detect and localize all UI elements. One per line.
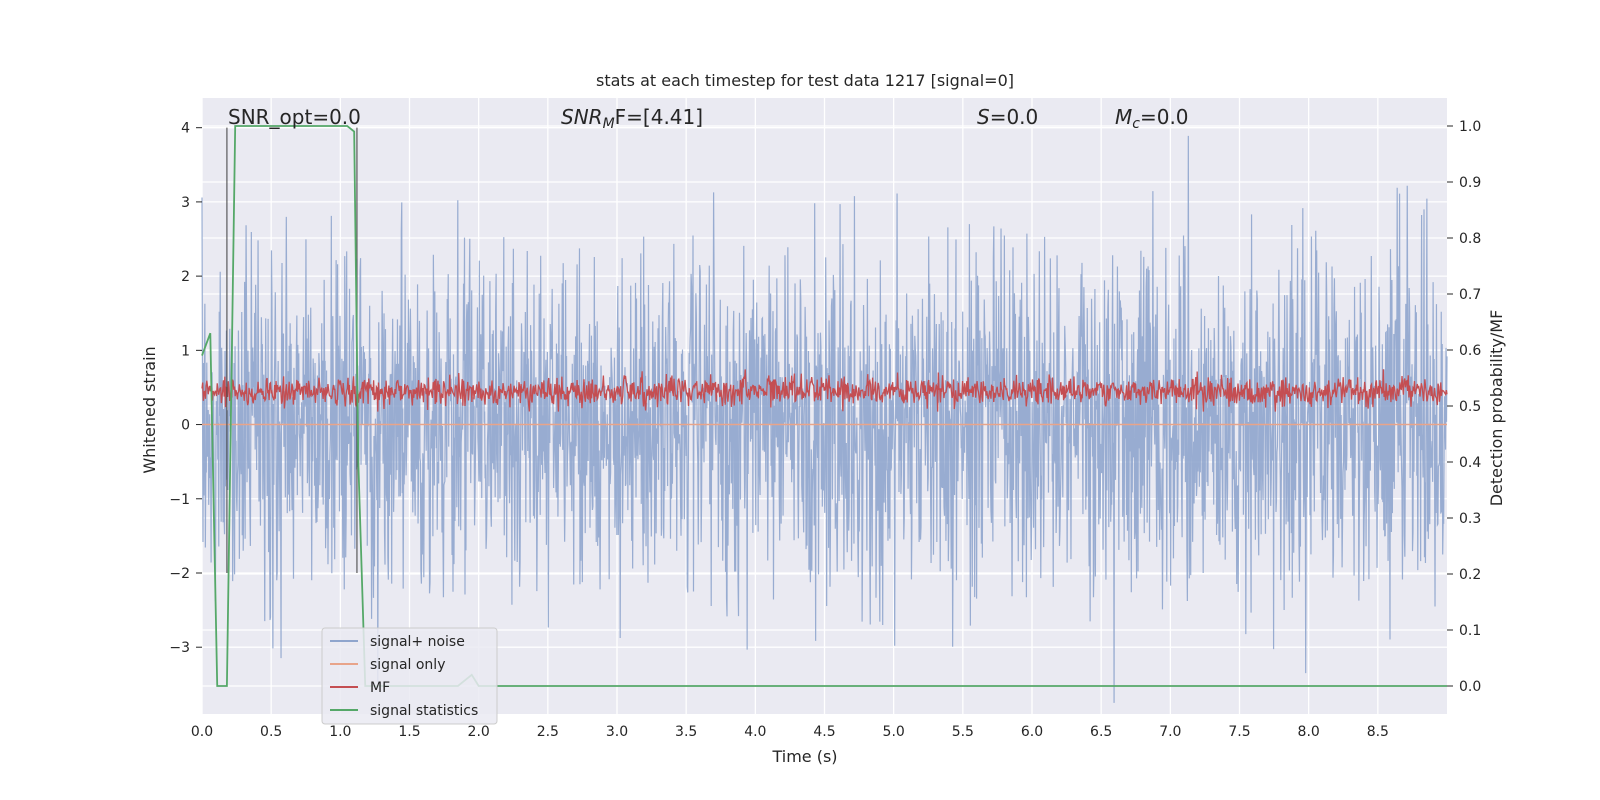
y-right-tick-label: 0.6 bbox=[1459, 343, 1481, 359]
x-tick-label: 4.5 bbox=[813, 724, 835, 740]
snr-mf-subscript: M bbox=[603, 116, 615, 132]
y-right-tick-label: 0.5 bbox=[1459, 399, 1481, 415]
y-right-tick-label: 0.8 bbox=[1459, 231, 1481, 247]
s-italic: S bbox=[977, 105, 990, 129]
annotation-snr-opt: SNR_opt=0.0 bbox=[228, 105, 361, 129]
x-tick-label: 6.5 bbox=[1090, 724, 1112, 740]
x-tick-label: 1.0 bbox=[329, 724, 351, 740]
y-left-tick-label: 4 bbox=[181, 121, 190, 137]
y-left-tick-label: 3 bbox=[181, 195, 190, 211]
legend-label-signal-noise: signal+ noise bbox=[370, 634, 465, 650]
y-left-tick-label: −2 bbox=[169, 566, 190, 582]
y-left-tick-label: 1 bbox=[181, 343, 190, 359]
mc-rest: =0.0 bbox=[1140, 105, 1189, 129]
legend: signal+ noise signal only MF signal stat… bbox=[321, 627, 498, 725]
x-tick-label: 8.0 bbox=[1298, 724, 1320, 740]
x-tick-label: 2.0 bbox=[468, 724, 490, 740]
y-right-tick-label: 0.7 bbox=[1459, 287, 1481, 303]
snr-mf-rest: F=[4.41] bbox=[615, 105, 703, 129]
legend-box bbox=[321, 627, 498, 725]
y-right-tick-label: 0.2 bbox=[1459, 567, 1481, 583]
y-right-tick-label: 0.4 bbox=[1459, 455, 1481, 471]
series-signal-noise bbox=[201, 135, 1448, 703]
y-right-tick-label: 1.0 bbox=[1459, 119, 1481, 135]
x-tick-label: 0.5 bbox=[260, 724, 282, 740]
y-left-tick-label: 0 bbox=[181, 418, 190, 434]
legend-label-signal-only: signal only bbox=[370, 657, 445, 673]
y-axis-left-label: Whitened strain bbox=[140, 346, 159, 473]
x-tick-label: 0.0 bbox=[191, 724, 213, 740]
signal-noise-line bbox=[201, 135, 1448, 703]
legend-label-mf: MF bbox=[370, 680, 390, 696]
x-tick-label: 5.0 bbox=[883, 724, 905, 740]
x-axis-label: Time (s) bbox=[771, 747, 837, 766]
x-tick-label: 5.5 bbox=[952, 724, 974, 740]
mc-italic: M bbox=[1115, 105, 1132, 129]
x-tick-label: 6.0 bbox=[1021, 724, 1043, 740]
y-axis-left: −3 −2 −1 0 1 2 3 4 bbox=[169, 121, 202, 656]
y-left-tick-label: −3 bbox=[169, 640, 190, 656]
y-right-tick-label: 0.3 bbox=[1459, 511, 1481, 527]
y-right-tick-label: 0.0 bbox=[1459, 679, 1481, 695]
y-axis-right: 0.0 0.1 0.2 0.3 0.4 0.5 0.6 0.7 0.8 0.9 1.0 bbox=[1447, 119, 1481, 695]
mc-subscript: c bbox=[1132, 116, 1140, 132]
x-tick-label: 7.5 bbox=[1228, 724, 1250, 740]
x-tick-label: 8.5 bbox=[1367, 724, 1389, 740]
snr-mf-italic: SNR bbox=[561, 105, 603, 129]
chart-title: stats at each timestep for test data 121… bbox=[596, 71, 1014, 90]
mf-line bbox=[201, 369, 1448, 412]
legend-label-signal-statistics: signal statistics bbox=[370, 703, 478, 719]
series-mf bbox=[201, 369, 1448, 412]
y-left-tick-label: 2 bbox=[181, 269, 190, 285]
annotation-snr-mf: SNRMF=[4.41] bbox=[561, 105, 703, 132]
x-axis: 0.0 0.5 1.0 1.5 2.0 2.5 3.0 3.5 4.0 4.5 5.0 5.5 6.0 6… bbox=[191, 724, 1389, 740]
y-right-tick-label: 0.1 bbox=[1459, 623, 1481, 639]
annotation-mc: Mc=0.0 bbox=[1115, 105, 1189, 132]
x-tick-label: 3.0 bbox=[606, 724, 628, 740]
x-tick-label: 7.0 bbox=[1159, 724, 1181, 740]
x-tick-label: 1.5 bbox=[398, 724, 420, 740]
y-right-tick-label: 0.9 bbox=[1459, 175, 1481, 191]
x-tick-label: 4.0 bbox=[744, 724, 766, 740]
y-axis-right-label: Detection probability/MF bbox=[1487, 310, 1506, 507]
s-rest: =0.0 bbox=[990, 105, 1039, 129]
x-tick-label: 3.5 bbox=[675, 724, 697, 740]
annotation-s: S=0.0 bbox=[977, 105, 1038, 129]
y-left-tick-label: −1 bbox=[169, 492, 190, 508]
x-tick-label: 2.5 bbox=[537, 724, 559, 740]
